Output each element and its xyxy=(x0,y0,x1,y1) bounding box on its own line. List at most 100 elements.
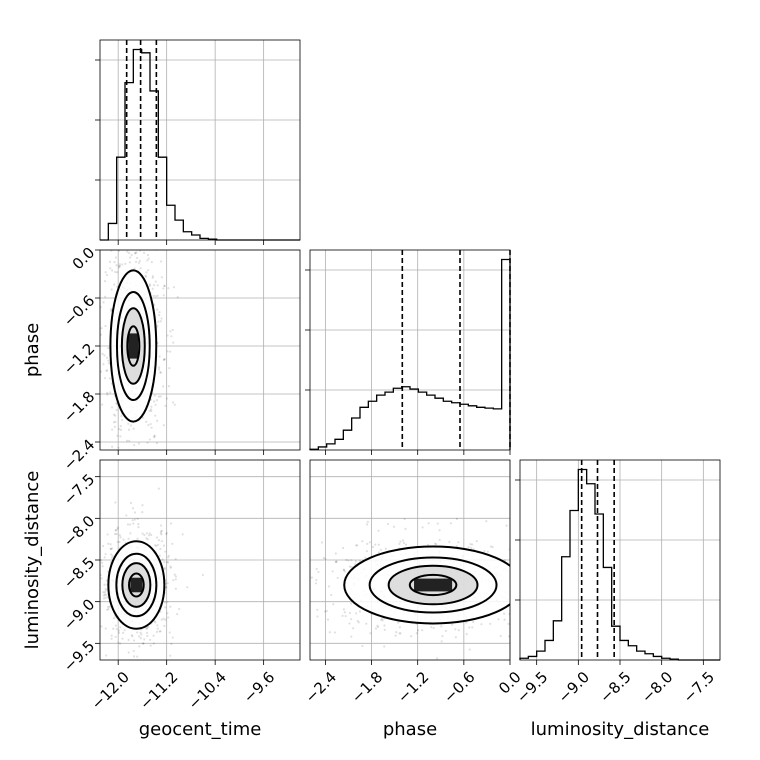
sample-point xyxy=(398,632,401,635)
sample-point xyxy=(162,424,165,427)
sample-point xyxy=(117,631,121,634)
sample-point xyxy=(153,434,156,437)
sample-point xyxy=(160,260,163,263)
sample-point xyxy=(152,642,155,645)
sample-point xyxy=(110,406,114,409)
sample-point xyxy=(103,280,107,283)
contour-line xyxy=(115,291,151,401)
sample-point xyxy=(271,571,273,573)
sample-point xyxy=(365,550,369,553)
panel-frame xyxy=(309,459,511,661)
sample-point xyxy=(395,631,398,634)
contour-line xyxy=(120,307,146,385)
sample-point xyxy=(167,287,170,290)
sample-point xyxy=(160,529,164,532)
sample-point xyxy=(104,295,107,298)
sample-point xyxy=(158,554,161,557)
sample-point xyxy=(386,522,390,526)
sample-point xyxy=(377,551,380,554)
sample-point xyxy=(350,635,353,638)
sample-point xyxy=(162,287,165,290)
sample-point xyxy=(132,427,135,430)
sample-point xyxy=(555,591,557,593)
sample-point xyxy=(534,579,536,581)
sample-point xyxy=(515,612,517,614)
sample-point xyxy=(105,593,108,597)
sample-point xyxy=(171,401,175,404)
sample-point xyxy=(95,587,97,589)
sample-point xyxy=(159,530,163,533)
sample-point xyxy=(450,623,454,626)
sample-point xyxy=(134,252,137,255)
sample-point xyxy=(152,294,155,297)
sample-point xyxy=(366,520,369,523)
sample-point xyxy=(158,311,161,314)
sample-point xyxy=(140,241,142,243)
sample-point xyxy=(150,260,153,264)
sample-point xyxy=(155,544,158,547)
sample-point xyxy=(163,568,166,571)
sample-point xyxy=(169,330,172,333)
sample-point xyxy=(116,527,119,530)
y-tick-label: −0.6 xyxy=(60,292,98,330)
sample-point xyxy=(120,414,123,418)
sample-point xyxy=(145,532,149,535)
sample-point xyxy=(159,371,162,374)
sample-point xyxy=(114,529,117,532)
sample-point xyxy=(118,428,121,431)
sample-point xyxy=(546,540,548,542)
sample-point xyxy=(114,501,117,504)
sample-point xyxy=(147,257,150,260)
x-tick-label: −9.0 xyxy=(555,668,593,706)
x-tick-label: −7.5 xyxy=(680,668,718,706)
sample-point xyxy=(127,422,130,425)
sample-point xyxy=(111,428,114,431)
sample-point xyxy=(149,244,151,246)
sample-point xyxy=(146,259,149,262)
sample-point xyxy=(107,607,110,611)
sample-point xyxy=(383,628,386,631)
histogram-phase xyxy=(309,258,511,450)
sample-point xyxy=(135,251,138,254)
sample-point xyxy=(347,559,350,562)
sample-point xyxy=(593,614,595,616)
sample-point xyxy=(128,251,131,255)
sample-point xyxy=(125,439,129,442)
sample-point xyxy=(119,626,122,629)
sample-point xyxy=(117,446,120,449)
sample-point xyxy=(112,627,115,630)
sample-point xyxy=(102,301,105,304)
sample-point xyxy=(115,264,118,267)
sample-point xyxy=(326,618,330,621)
sample-point xyxy=(154,280,157,283)
sample-point xyxy=(153,303,156,306)
sample-point xyxy=(116,285,119,288)
sample-point xyxy=(171,636,174,639)
x-tick-label: −8.5 xyxy=(596,668,634,706)
sample-point xyxy=(148,438,151,441)
sample-point xyxy=(137,525,140,529)
sample-point xyxy=(470,546,473,550)
sample-point xyxy=(107,359,110,362)
panel-content xyxy=(95,487,204,658)
sample-point xyxy=(106,369,109,372)
sample-point xyxy=(103,583,106,586)
sample-point xyxy=(134,260,138,263)
sample-point xyxy=(137,261,141,264)
sample-point xyxy=(96,538,98,540)
sample-point xyxy=(436,522,439,525)
sample-point xyxy=(471,626,474,629)
sample-point xyxy=(161,558,164,561)
sample-point xyxy=(174,575,177,578)
sample-point xyxy=(110,309,113,312)
sample-point xyxy=(160,276,163,279)
sample-point xyxy=(141,532,144,535)
sample-point xyxy=(147,534,151,537)
sample-point xyxy=(533,573,535,575)
sample-point xyxy=(104,627,107,630)
sample-point xyxy=(404,543,408,546)
sample-point xyxy=(527,589,529,591)
sample-point xyxy=(475,540,478,543)
sample-point xyxy=(119,428,123,431)
sample-point xyxy=(457,629,460,632)
